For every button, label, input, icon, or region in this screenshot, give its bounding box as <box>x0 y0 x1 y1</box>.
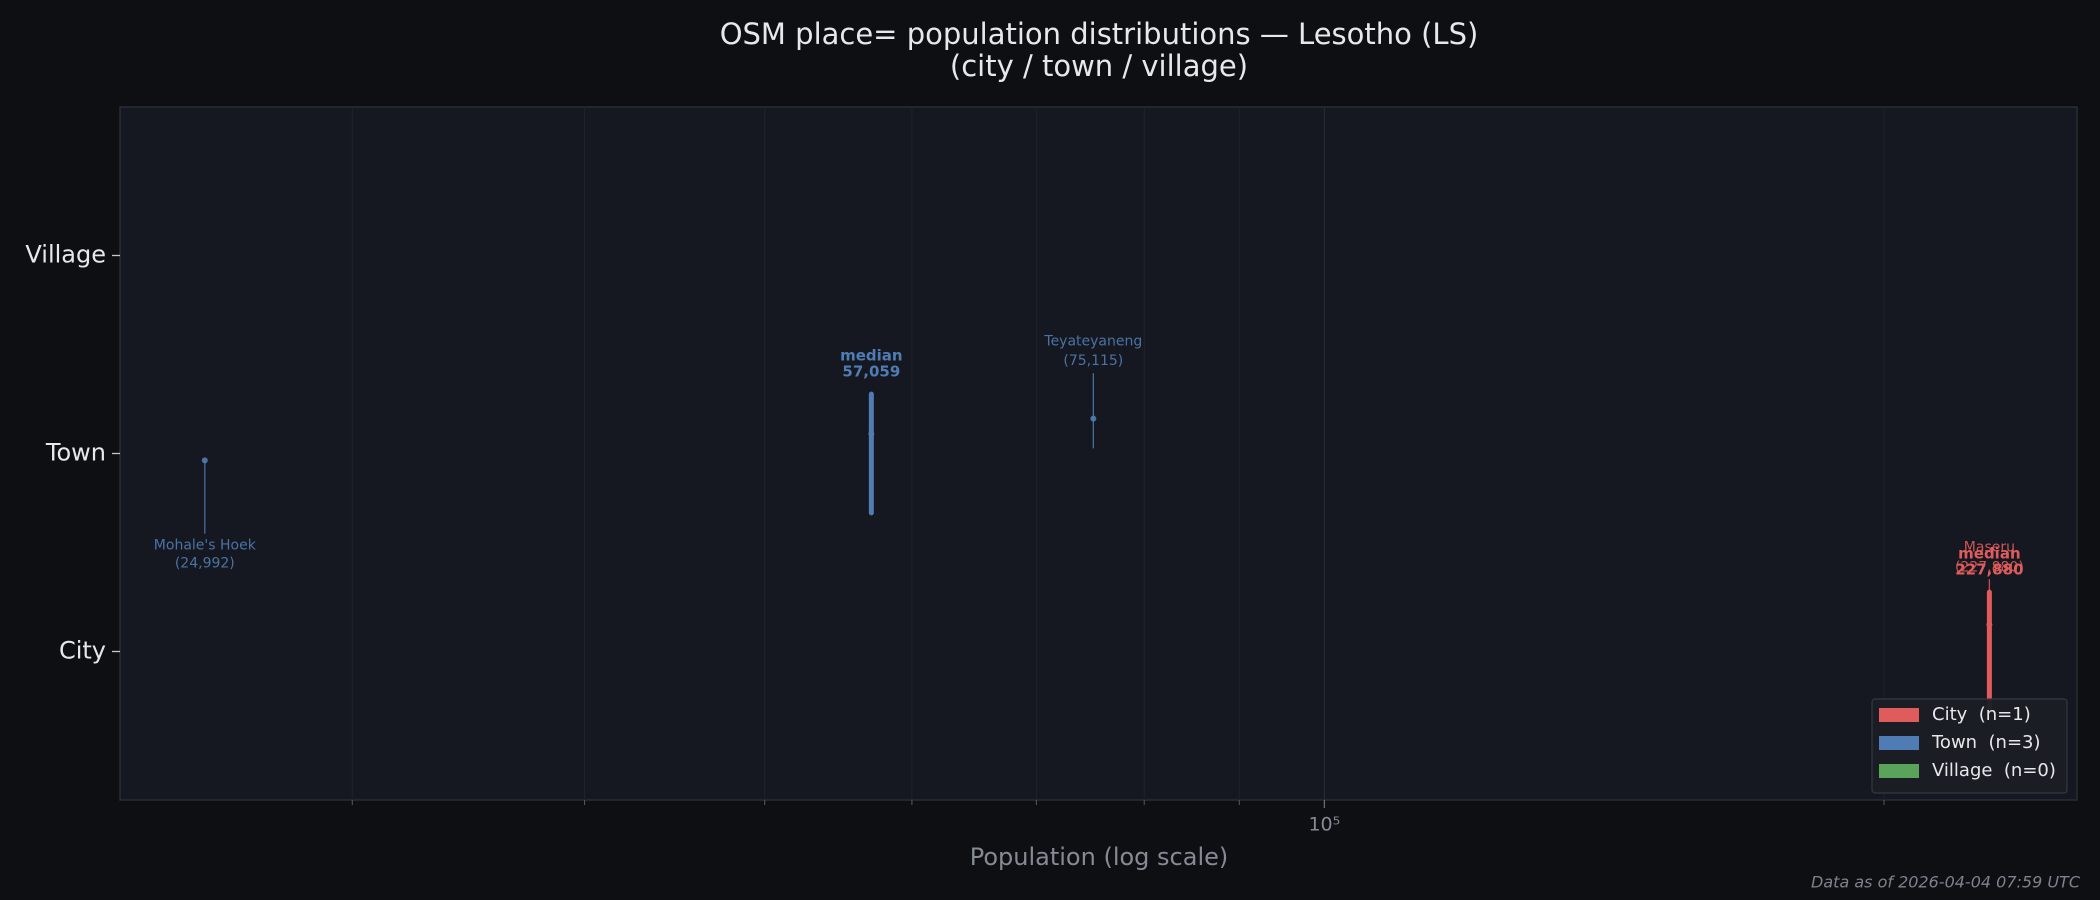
point-name: Maseru <box>1964 540 2015 556</box>
legend-swatch <box>1879 764 1919 778</box>
legend-label: City (n=1) <box>1932 704 2031 725</box>
point <box>1090 415 1097 422</box>
x-tick-label: 10⁵ <box>1308 814 1340 836</box>
legend-label: Village (n=0) <box>1932 760 2056 781</box>
point <box>1986 621 1993 628</box>
point <box>868 430 875 437</box>
point <box>201 457 208 464</box>
y-tick-label: City <box>59 637 106 665</box>
chart-subtitle: (city / town / village) <box>950 49 1248 83</box>
legend-swatch <box>1879 708 1919 722</box>
median-title: median <box>1958 545 2020 563</box>
legend-label: Town (n=3) <box>1931 732 2041 753</box>
chart-title: OSM place= population distributions — Le… <box>720 17 1479 51</box>
plot-area <box>119 106 2078 801</box>
legend-box <box>1871 698 2068 794</box>
footnote: Data as of 2026-04-04 07:59 UTC <box>1811 873 2081 892</box>
point-name: Mohale's Hoek <box>154 538 257 554</box>
median-label: 57,059 <box>842 363 900 381</box>
x-axis-label: Population (log scale) <box>970 843 1229 871</box>
point-value-label: (227,880) <box>1955 559 2024 575</box>
y-tick-label: Town <box>45 439 106 467</box>
y-tick-label: Village <box>25 241 106 269</box>
median-label: 227,880 <box>1955 561 2023 579</box>
point-name: Teyateyaneng <box>1043 333 1142 349</box>
legend-swatch <box>1879 736 1919 750</box>
median-title: median <box>840 347 902 365</box>
point-value-label: (75,115) <box>1063 353 1123 369</box>
point-value-label: (24,992) <box>175 555 235 571</box>
